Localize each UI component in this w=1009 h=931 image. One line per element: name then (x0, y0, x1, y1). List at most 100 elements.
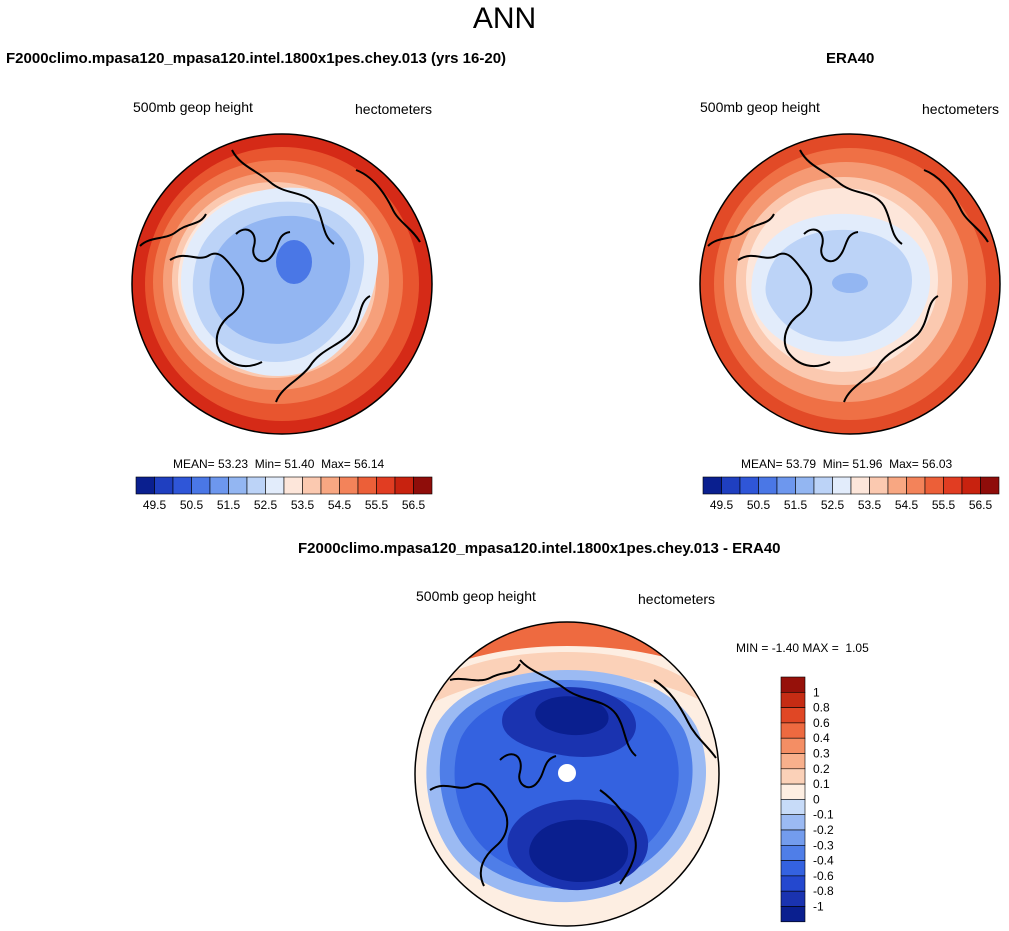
panel-2-colorbar-tick-label: 49.5 (710, 498, 734, 512)
panel-2-colorbar-cell (869, 476, 889, 495)
panel-3-colorbar-cell (780, 691, 806, 708)
panel-3-coastline (599, 789, 637, 885)
panel-2-colorbar-cell (887, 476, 907, 495)
panel-2-colorbar-cell (980, 476, 1000, 495)
panel-1-colorbar-cell (265, 476, 285, 495)
panel-3-colorbar-tick-label: 0 (813, 792, 820, 806)
panel-2-colorbar-cell (961, 476, 981, 495)
panel-3-pole-marker (558, 764, 576, 782)
panel-2-mean-value: 53.79 (786, 457, 817, 471)
panel-2-colorbar: 49.5 50.5 51.5 52.5 53.5 54.5 55.5 56.5 (702, 476, 1000, 512)
panel-3-core-south (529, 819, 629, 882)
panel-3-colorbar-cell (780, 722, 806, 739)
panel-2-max-value: 56.03 (922, 457, 953, 471)
panel-2-coastline (843, 295, 939, 403)
panel-2-stats: MEAN= 53.79 Min= 51.96 Max= 56.03 (741, 457, 952, 471)
panel-1-colorbar-cell (376, 476, 396, 495)
panel-3-coastline (499, 753, 557, 789)
panel-3-colorbar-cell (780, 814, 806, 831)
panel-1-map-border (131, 133, 433, 435)
panel-1-max-label: Max= (321, 457, 351, 471)
panel-3-coastline (519, 659, 637, 757)
panel-1-colorbar-cell (394, 476, 414, 495)
panel-1-units-label: hectometers (355, 101, 433, 117)
panel-3-variable-label: 500mb geop height (416, 588, 536, 604)
panel-2-colorbar-cell (795, 476, 815, 495)
panel-3-max-value: 1.05 (845, 641, 869, 655)
panel-2-colorbar-tick-label: 52.5 (821, 498, 845, 512)
panel-3-colorbar-cell (780, 829, 806, 846)
panel-3-colorbar-cell (780, 860, 806, 877)
panel-2-title: ERA40 (826, 50, 875, 67)
panel-3-units-label: hectometers (638, 591, 716, 607)
panel-3-colorbar-cell (780, 737, 806, 754)
panel-1-mean-value: 53.23 (218, 457, 249, 471)
panel-1-colorbar-cell (357, 476, 377, 495)
panel-3-coastline (429, 782, 509, 887)
panel-1-coastline (139, 213, 207, 247)
panel-3-coastlines (429, 659, 717, 887)
panel-1-colorbar-tick-label: 56.5 (402, 498, 426, 512)
panel-3-min-value: -1.40 (771, 641, 800, 655)
panel-2-colorbar-tick-label: 54.5 (895, 498, 919, 512)
panel-1-colorbar-tick-label: 53.5 (291, 498, 315, 512)
panel-1-colorbar-cell (413, 476, 433, 495)
panel-1-low-center (276, 240, 312, 284)
panel-3-colorbar-tick-label: -1 (813, 900, 824, 914)
panel-2-units-label: hectometers (922, 101, 1000, 117)
panel-1-band (209, 215, 351, 344)
panel-3-colorbar-tick-label: -0.6 (813, 869, 834, 883)
panel-1-coastline (231, 149, 335, 245)
panel-3-coastline (449, 663, 521, 682)
panel-1-colorbar-cell (228, 476, 248, 495)
panel-3-colorbar-cell (780, 676, 806, 693)
panel-2-colorbar-cell (721, 476, 741, 495)
panel-2-colorbar-tick-label: 50.5 (747, 498, 771, 512)
panel-2-colorbar-cell (776, 476, 796, 495)
panel-1-map (132, 134, 432, 434)
panel-3-colorbar-cell (780, 768, 806, 785)
panel-1-coastline (235, 228, 291, 263)
panel-1-colorbar-tick-label: 54.5 (328, 498, 352, 512)
panel-1-colorbar-tick-label: 51.5 (217, 498, 241, 512)
panel-1-coastline (275, 295, 371, 403)
panel-3-colorbar-cell (780, 783, 806, 800)
panel-1-colorbar: 49.5 50.5 51.5 52.5 53.5 54.5 55.5 56.5 (135, 476, 433, 512)
panel-2-colorbar-tick-label: 53.5 (858, 498, 882, 512)
panel-2-min-label: Min= (822, 457, 850, 471)
panel-1-min-label: Min= (254, 457, 282, 471)
panel-3-band (420, 652, 700, 704)
panel-2-colorbar-cell (739, 476, 759, 495)
panel-2-colorbar-tick-label: 55.5 (932, 498, 956, 512)
panel-1-coastlines (139, 149, 421, 403)
panel-2-colorbar-cell (943, 476, 963, 495)
panel-3-colorbar-cell (780, 753, 806, 770)
panel-1-colorbar-cell (191, 476, 211, 495)
panel-1-title: F2000climo.mpasa120_mpasa120.intel.1800x… (6, 50, 507, 67)
panel-3-colorbar-cell (780, 890, 806, 907)
main-title: ANN (472, 2, 537, 35)
panel-1-coastline (355, 169, 421, 243)
panel-1-colorbar-cell (283, 476, 303, 495)
panel-3-colorbar-tick-label: 0.3 (813, 747, 830, 761)
panel-1-variable-label: 500mb geop height (133, 99, 253, 115)
panel-2-mean-label: MEAN= (741, 457, 783, 471)
panel-1-colorbar-cell (135, 476, 155, 495)
panel-3-colorbar-tick-label: 0.8 (813, 701, 830, 715)
panel-3-map (415, 622, 719, 926)
panel-2-coastline (799, 149, 903, 245)
panel-1-colorbar-cell (246, 476, 266, 495)
panel-1-coastline (169, 252, 263, 368)
panel-3-colorbar-cell (780, 875, 806, 892)
panel-3-colorbar-cell (780, 707, 806, 724)
panel-3-map-border (414, 621, 720, 927)
panel-2-coastline (923, 169, 989, 243)
panel-2-colorbar-cell (906, 476, 926, 495)
panel-3-colorbar-tick-label: 0.2 (813, 762, 830, 776)
panel-2-coastlines (707, 149, 989, 403)
panel-3-colorbar-tick-label: -0.8 (813, 884, 834, 898)
panel-2-min-value: 51.96 (852, 457, 883, 471)
panel-1-colorbar-tick-label: 49.5 (143, 498, 167, 512)
panel-3-colorbar-tick-label: -0.4 (813, 854, 834, 868)
panel-3-colorbar-tick-label: 0.1 (813, 777, 830, 791)
